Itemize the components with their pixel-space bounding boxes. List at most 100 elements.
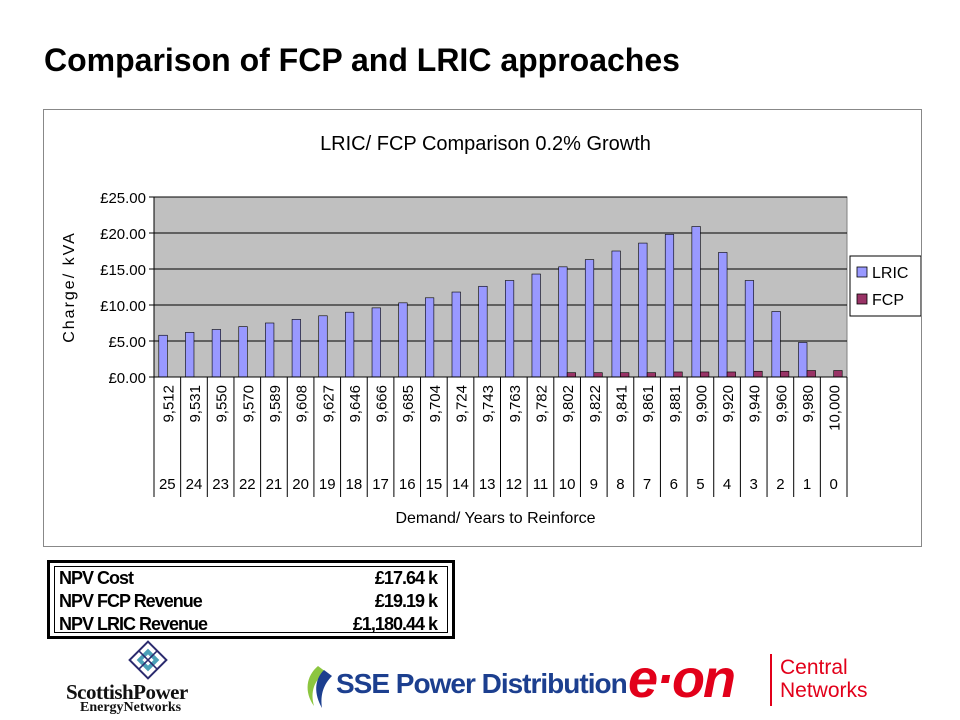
lric-bar: [425, 297, 435, 378]
x-years-label: 4: [723, 476, 731, 493]
npv-cost-label: NPV Cost: [59, 568, 134, 588]
x-years-label: 22: [239, 476, 256, 493]
x-demand-label: 9,666: [374, 385, 391, 423]
lric-bar: [398, 302, 408, 378]
x-demand-label: 10,000: [827, 385, 844, 431]
eon-subtitle-line2: Networks: [780, 679, 868, 702]
x-demand-label: 9,570: [240, 385, 257, 423]
x-years-label: 3: [750, 476, 758, 493]
fcp-bar: [566, 372, 576, 378]
lric-bar: [584, 259, 595, 378]
x-demand-label: 9,881: [667, 385, 684, 423]
x-demand-label: 9,627: [320, 385, 337, 423]
fcp-bar: [646, 372, 656, 378]
lric-bar: [478, 285, 488, 378]
eon-logo: e·on Central Networks: [628, 649, 888, 712]
x-years-label: 15: [426, 476, 443, 493]
npv-fcp-revenue-value: £19.19 k: [374, 591, 438, 611]
x-demand-label: 9,841: [613, 385, 630, 423]
x-years-label: 9: [590, 476, 598, 493]
lric-bar: [638, 242, 648, 378]
fcp-bar: [700, 371, 710, 378]
x-years-label: 18: [346, 476, 363, 493]
x-demand-label: 9,900: [693, 385, 710, 423]
x-demand-label: 9,782: [533, 385, 550, 423]
y-tick-label: £20.00: [100, 226, 146, 243]
lric-bar: [238, 326, 248, 378]
x-years-label: 24: [186, 476, 203, 493]
sse-swirl-icon: [307, 666, 332, 708]
lric-bar: [531, 273, 541, 378]
eon-subtitle: Central Networks: [780, 656, 868, 702]
scottish-power-emblem-icon: [128, 640, 168, 680]
x-demand-label: 9,550: [214, 385, 231, 423]
lric-bar: [211, 329, 221, 378]
x-axis-title: Demand/ Years to Reinforce: [395, 510, 595, 527]
y-tick-label: £10.00: [100, 298, 146, 315]
npv-cost-value: £17.64 k: [374, 568, 438, 588]
lric-bar: [345, 311, 355, 378]
x-years-label: 12: [505, 476, 522, 493]
x-years-label: 21: [266, 476, 283, 493]
x-demand-label: 9,646: [347, 385, 364, 423]
x-demand-label: 9,608: [294, 385, 311, 423]
npv-row-fcp-revenue: NPV FCP Revenue £19.19 k: [55, 590, 447, 613]
x-years-label: 2: [776, 476, 784, 493]
x-demand-label: 9,763: [507, 385, 524, 423]
sse-logo: SSE Power Distribution: [300, 662, 628, 712]
x-demand-label: 9,531: [187, 385, 204, 423]
x-demand-label: 9,861: [640, 385, 657, 423]
x-demand-label: 9,589: [267, 385, 284, 423]
lric-fcp-chart: £0.00 £5.00 £10.00 £15.00 £20.00 £25.00 9,512 2…: [61, 133, 921, 527]
fcp-bar: [753, 370, 763, 378]
lric-bar: [265, 322, 275, 378]
x-demand-label: 9,704: [427, 385, 444, 423]
x-years-label: 19: [319, 476, 336, 493]
x-years-label: 1: [803, 476, 811, 493]
npv-lric-revenue-value: £1,180.44 k: [352, 614, 438, 634]
legend-swatch-fcp: [856, 293, 868, 305]
fcp-bar: [620, 372, 630, 378]
slide-title: Comparison of FCP and LRIC approaches: [44, 42, 680, 78]
scottish-power-name: ScottishPower: [66, 680, 188, 704]
x-years-label: 10: [559, 476, 576, 493]
y-tick-label: £25.00: [100, 190, 146, 207]
x-demand-label: 9,920: [720, 385, 737, 423]
x-demand-label: 9,512: [160, 385, 177, 423]
x-years-label: 20: [292, 476, 309, 493]
lric-bar: [664, 234, 675, 378]
legend-box: [849, 255, 921, 317]
fcp-bar: [780, 370, 790, 378]
legend-label-lric: LRIC: [872, 265, 908, 282]
eon-wordmark: e·on: [628, 649, 736, 709]
lric-bar: [798, 342, 808, 378]
lric-bar: [691, 226, 701, 378]
fcp-bar: [806, 370, 816, 378]
lric-bar: [504, 280, 515, 378]
x-years-label: 11: [533, 476, 549, 493]
x-years-label: 7: [643, 476, 651, 493]
x-years-label: 23: [212, 476, 229, 493]
y-tick-label: £0.00: [108, 370, 146, 387]
x-years-label: 14: [452, 476, 469, 493]
x-demand-label: 9,940: [747, 385, 764, 423]
eon-divider: [770, 654, 772, 706]
x-demand-label: 9,724: [454, 385, 471, 423]
legend-swatch-lric: [856, 266, 868, 278]
x-years-label: 13: [479, 476, 496, 493]
lric-bar: [558, 266, 568, 378]
lric-bar: [318, 315, 328, 378]
lric-bar: [291, 319, 301, 378]
lric-bar: [158, 334, 168, 378]
x-demand-label: 9,743: [480, 385, 497, 423]
lric-bar: [185, 332, 195, 378]
x-years-label: 6: [670, 476, 678, 493]
x-years-label: 8: [616, 476, 624, 493]
x-years-label: 25: [159, 476, 176, 493]
x-years-label: 17: [372, 476, 389, 493]
legend-label-fcp: FCP: [872, 292, 904, 309]
lric-bar: [451, 291, 461, 378]
npv-lric-revenue-label: NPV LRIC Revenue: [59, 614, 208, 634]
plot-area: [153, 196, 848, 378]
fcp-bar: [593, 372, 603, 378]
